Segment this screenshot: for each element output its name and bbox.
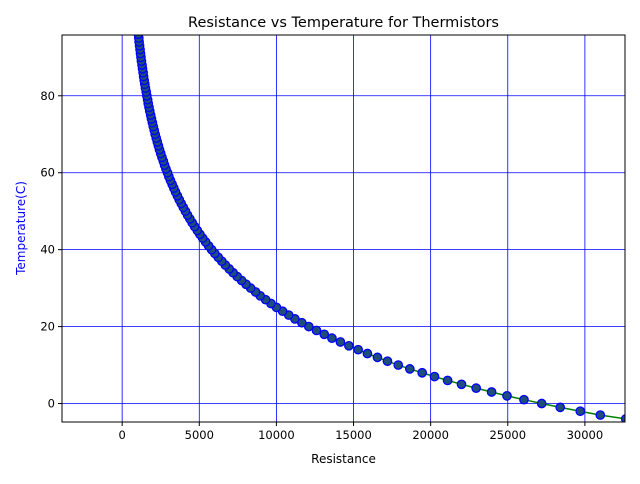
axes-frame [61,34,626,423]
data-point [502,390,512,401]
data-point [362,348,373,359]
data-point [393,360,404,370]
x-axis-ticks: 0 5000 10000 15000 20000 25000 30000 [118,422,603,442]
data-point [404,364,415,374]
data-point [486,387,497,397]
x-tick-label: 20000 [412,428,449,442]
data-point [456,379,467,390]
data-point [311,325,322,336]
data-point [442,375,453,386]
x-tick-label: 25000 [489,428,526,442]
x-tick-label: 5000 [185,428,214,442]
x-tick-label: 10000 [258,428,295,442]
chart-title: Resistance vs Temperature for Thermistor… [188,15,499,31]
y-axis-ticks: 0 20 40 60 80 [40,89,62,411]
data-points-layer [133,35,625,422]
data-point [382,356,393,367]
data-point [620,414,625,422]
data-point [353,344,363,355]
data-point [471,383,481,393]
data-point [575,406,586,417]
data-point [555,402,566,413]
data-point [536,398,547,409]
data-point [417,367,428,378]
x-axis-label: Resistance [311,452,376,466]
data-point [327,333,337,343]
x-tick-label: 30000 [567,428,604,442]
data-point [372,352,383,363]
y-tick-label: 40 [40,243,55,257]
data-point [335,337,346,347]
data-point [519,394,529,405]
data-point [133,35,144,40]
grid-lines [62,35,625,422]
y-tick-label: 80 [40,89,55,103]
y-axis-label: Temperature(C) [14,181,28,276]
plot-area [62,35,625,422]
x-tick-label: 0 [118,428,125,442]
y-tick-label: 60 [40,166,55,180]
data-point [429,371,440,382]
data-point [319,329,330,340]
data-point [344,340,354,351]
y-tick-label: 0 [48,397,55,411]
y-tick-label: 20 [40,320,55,334]
data-point [595,410,606,420]
x-tick-label: 15000 [335,428,372,442]
